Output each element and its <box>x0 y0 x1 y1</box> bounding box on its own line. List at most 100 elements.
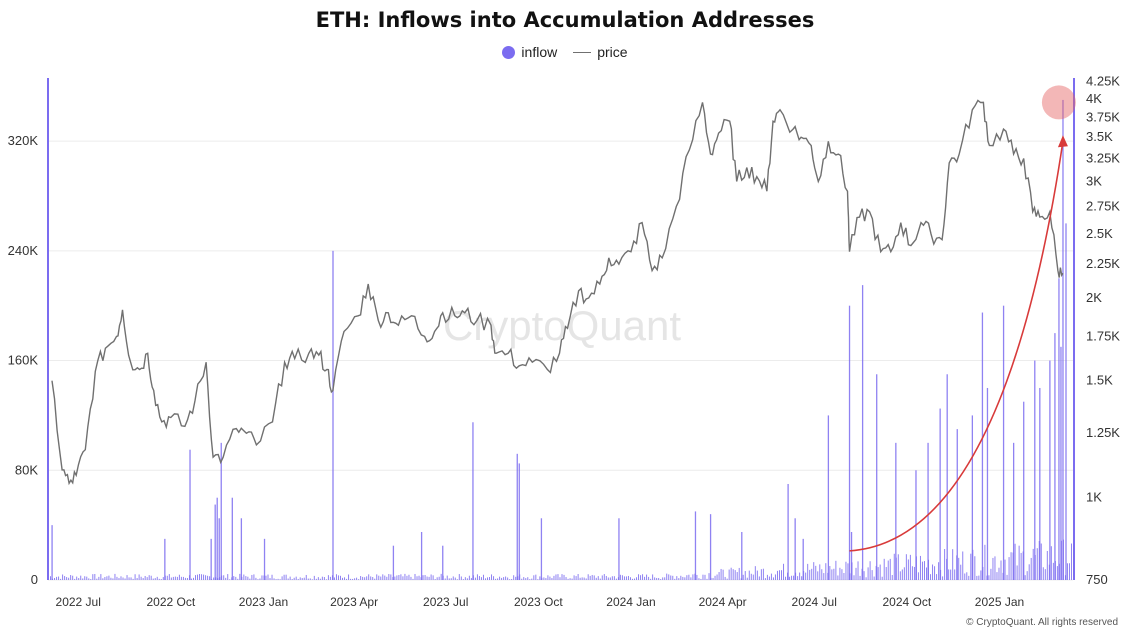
inflow-bar <box>607 577 609 580</box>
inflow-bar <box>871 570 873 580</box>
inflow-bar <box>378 575 380 580</box>
inflow-bar <box>418 575 420 580</box>
inflow-bar <box>511 578 513 580</box>
inflow-bar <box>1028 564 1030 580</box>
y-right-tick-label: 2.75K <box>1086 199 1120 214</box>
inflow-bar <box>537 579 539 580</box>
inflow-bar <box>247 576 249 580</box>
legend-item-price[interactable]: price <box>573 44 628 60</box>
inflow-bar <box>499 576 501 580</box>
inflow-bar <box>1065 223 1067 580</box>
inflow-bar <box>873 576 875 580</box>
inflow-bar <box>609 577 611 580</box>
inflow-bar <box>128 577 130 580</box>
inflow-bar <box>231 497 233 580</box>
inflow-bar <box>333 577 335 580</box>
inflow-bar <box>184 577 186 580</box>
inflow-bar <box>348 574 350 580</box>
inflow-bar <box>571 578 573 580</box>
inflow-bar <box>239 573 241 580</box>
legend-item-inflow[interactable]: inflow <box>502 44 557 60</box>
inflow-bar <box>934 566 936 580</box>
inflow-bar <box>958 557 960 580</box>
inflow-bar <box>966 572 968 580</box>
inflow-bar <box>390 574 392 580</box>
inflow-bar <box>380 576 382 580</box>
inflow-bar <box>350 578 352 580</box>
inflow-bar <box>470 578 472 580</box>
inflow-bar <box>160 579 162 580</box>
inflow-bar <box>893 553 895 580</box>
inflow-bar <box>1068 563 1070 580</box>
y-right-tick-label: 1K <box>1086 489 1102 504</box>
inflow-bar <box>805 572 807 580</box>
inflow-bar <box>988 575 990 580</box>
inflow-bar <box>442 545 444 580</box>
inflow-bar <box>476 574 478 580</box>
inflow-bar <box>448 578 450 580</box>
x-tick-label: 2023 Apr <box>330 595 378 609</box>
inflow-bar <box>732 569 734 580</box>
inflow-bar <box>656 577 658 580</box>
y-right-tick-label: 3K <box>1086 173 1102 188</box>
inflow-bar <box>352 578 354 580</box>
inflow-bar <box>978 575 980 580</box>
inflow-bar <box>1066 563 1068 580</box>
inflow-bar <box>189 449 191 580</box>
inflow-bar <box>911 566 913 580</box>
inflow-bar <box>855 567 857 580</box>
inflow-bar <box>970 553 972 580</box>
inflow-bar <box>925 567 927 580</box>
inflow-bar <box>658 577 660 580</box>
inflow-bar <box>229 579 231 580</box>
inflow-bar <box>240 518 243 580</box>
inflow-bar <box>201 574 203 580</box>
inflow-bar <box>625 576 627 580</box>
inflow-bar <box>821 569 823 580</box>
inflow-bar <box>146 577 148 580</box>
inflow-bar <box>613 576 615 580</box>
y-right-tick-label: 3.75K <box>1086 109 1120 124</box>
inflow-bar <box>1002 305 1005 580</box>
inflow-bar <box>491 574 493 580</box>
inflow-bar <box>950 569 952 580</box>
inflow-bar <box>762 568 764 580</box>
inflow-bar <box>603 574 605 580</box>
inflow-bar <box>1012 442 1015 580</box>
inflow-bar <box>134 574 136 580</box>
inflow-bar <box>734 570 736 580</box>
inflow-bar <box>60 578 62 580</box>
inflow-bar <box>265 575 267 580</box>
inflow-bar <box>593 575 595 580</box>
inflow-bar <box>861 285 864 580</box>
inflow-bar <box>591 574 593 580</box>
inflow-bar <box>291 579 293 580</box>
inflow-bar <box>891 575 893 580</box>
inflow-bar <box>366 576 368 580</box>
inflow-bar <box>621 575 623 580</box>
inflow-bar <box>865 577 867 580</box>
inflow-bar <box>887 560 889 580</box>
inflow-bar <box>853 575 855 580</box>
inflow-bar <box>529 579 531 580</box>
highlight-circle <box>1041 85 1076 120</box>
inflow-bar <box>992 557 994 580</box>
inflow-bar <box>764 578 766 580</box>
inflow-bar <box>1010 552 1012 580</box>
inflow-bar <box>696 574 698 580</box>
inflow-bar <box>412 578 414 580</box>
inflow-bar <box>907 559 909 580</box>
inflow-bar <box>104 577 106 580</box>
copyright-notice: © CryptoQuant. All rights reserved <box>966 617 1118 628</box>
inflow-bar <box>186 578 188 580</box>
inflow-bar <box>597 576 599 580</box>
inflow-bar <box>748 570 750 580</box>
inflow-bar <box>376 574 378 580</box>
y-right-tick-label: 750 <box>1086 572 1108 587</box>
inflow-bar <box>680 575 682 580</box>
inflow-bar <box>962 551 964 580</box>
inflow-bar <box>180 576 182 580</box>
inflow-bar <box>203 574 205 580</box>
inflow-bar <box>182 576 184 580</box>
inflow-bar <box>867 567 869 580</box>
